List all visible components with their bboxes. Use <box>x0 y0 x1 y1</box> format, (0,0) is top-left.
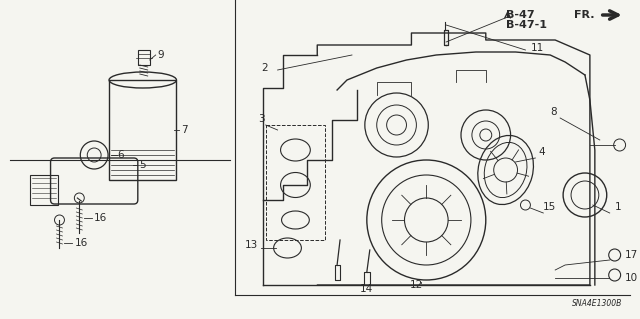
Text: 10: 10 <box>625 273 637 283</box>
Text: 5: 5 <box>139 160 145 170</box>
Text: 15: 15 <box>543 202 557 212</box>
Text: 8: 8 <box>550 107 557 117</box>
Text: 7: 7 <box>181 125 188 135</box>
Text: 16: 16 <box>74 238 88 248</box>
Bar <box>266 125 325 240</box>
Text: 17: 17 <box>625 250 638 260</box>
Text: 2: 2 <box>261 63 268 73</box>
Text: 9: 9 <box>157 50 164 60</box>
Text: 3: 3 <box>258 114 264 124</box>
Text: 16: 16 <box>94 213 108 223</box>
Bar <box>29 175 58 205</box>
Text: B-47: B-47 <box>506 10 534 20</box>
Bar <box>109 80 177 180</box>
Text: 12: 12 <box>410 280 423 290</box>
Text: 6: 6 <box>117 150 124 160</box>
Text: 4: 4 <box>538 147 545 157</box>
Text: B-47-1: B-47-1 <box>506 20 547 30</box>
Text: 14: 14 <box>360 284 374 294</box>
Text: 11: 11 <box>531 43 543 53</box>
Text: 1: 1 <box>614 202 621 212</box>
Text: SNA4E1300B: SNA4E1300B <box>572 299 623 308</box>
Text: FR.: FR. <box>574 10 595 20</box>
Bar <box>138 50 150 65</box>
Text: 13: 13 <box>244 240 258 250</box>
